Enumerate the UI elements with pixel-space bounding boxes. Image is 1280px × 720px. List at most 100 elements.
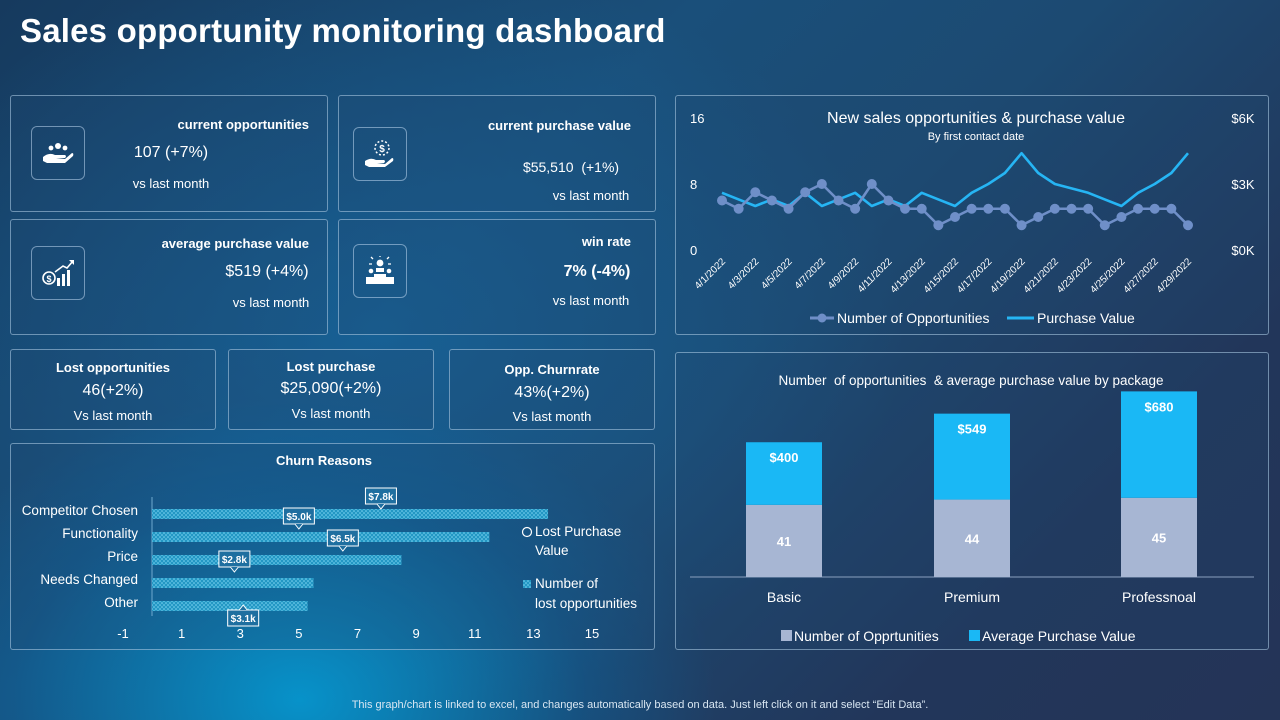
kpi-lost-opportunities[interactable]: Lost opportunities 46(+2%) Vs last month	[10, 349, 216, 430]
footer-note: This graph/chart is linked to excel, and…	[351, 699, 929, 711]
x-axis-tick: 4/15/2022	[922, 256, 962, 296]
legend-opportunities: Number of Opportunities	[837, 310, 990, 326]
kpi-value: $25,090(+2%)	[280, 380, 382, 397]
package-bar-panel[interactable]: Number of opportunities & average purcha…	[675, 352, 1269, 650]
x-axis-tick: 4/23/2022	[1055, 256, 1095, 296]
kpi-churnrate[interactable]: Opp. Churnrate 43%(+2%) Vs last month	[449, 349, 655, 430]
category-label: Premium	[944, 589, 1000, 605]
kpi-label: Lost purchase	[286, 359, 376, 374]
kpi-sub: vs last month	[132, 176, 210, 191]
x-axis-tick: 3	[237, 626, 244, 641]
kpi-value: $519 (+4%)	[225, 263, 309, 280]
bar-number-opportunities	[934, 499, 1010, 577]
dollar-glyph: $	[46, 274, 51, 284]
bar-lost-opportunities	[152, 601, 308, 611]
legend-line: Number of	[535, 576, 598, 591]
bar-value-label: $680	[1145, 399, 1174, 414]
bar-number-opportunities	[746, 504, 822, 577]
kpi-sub: Vs last month	[291, 406, 371, 421]
bar-average-purchase-value	[1121, 391, 1197, 498]
lost-purchase-value-label: $6.5k	[330, 534, 355, 545]
package-bar-chart[interactable]: Number of opportunities & average purcha…	[676, 353, 1270, 651]
bar-lost-opportunities	[152, 578, 314, 588]
bar-average-purchase-value	[934, 413, 1010, 500]
opportunity-point	[1166, 203, 1177, 214]
x-axis-tick: 4/25/2022	[1088, 256, 1128, 296]
category-label: Other	[104, 595, 138, 610]
callout-pointer	[376, 503, 386, 510]
opportunity-point	[916, 203, 927, 214]
opportunity-point	[717, 195, 727, 206]
purchase-value-line	[721, 151, 1189, 208]
bar-count-label: 41	[777, 534, 791, 549]
opportunity-point	[1099, 220, 1110, 231]
kpi-win-rate[interactable]: win rate 7% (-4%) vs last month	[338, 219, 656, 335]
bar-lost-opportunities	[152, 555, 402, 565]
x-axis-tick: 4/19/2022	[988, 256, 1028, 296]
kpi-sub: Vs last month	[73, 408, 153, 423]
kpi-average-purchase-value[interactable]: $ average purchase value $519 (+4%) vs l…	[10, 219, 328, 335]
kpi-sub: vs last month	[552, 293, 630, 308]
lost-purchase-value-label: $7.8k	[368, 492, 393, 503]
legend-marker-average-purchase-value	[969, 630, 980, 641]
kpi-current-opportunities[interactable]: current opportunities 107 (+7%) vs last …	[10, 95, 328, 212]
bar-average-purchase-value	[746, 442, 822, 505]
opportunity-point	[850, 203, 861, 214]
legend-lost-opportunities: Number of lost opportunities	[535, 576, 637, 611]
opportunity-point	[1066, 203, 1077, 214]
lost-purchase-value-label: $2.8k	[222, 555, 247, 566]
x-axis-tick: 5	[295, 626, 302, 641]
opportunities-line-chart[interactable]: New sales opportunities & purchase value…	[676, 96, 1270, 336]
callout-pointer	[238, 604, 248, 611]
left-axis-tick: 8	[690, 177, 697, 192]
x-axis-tick: 4/13/2022	[889, 256, 929, 296]
opportunity-point	[1116, 212, 1127, 222]
opportunity-point	[800, 187, 811, 198]
bar-chart-title: Number of opportunities & average purcha…	[779, 373, 1164, 388]
hands-people-icon	[31, 126, 85, 180]
opportunity-point	[983, 203, 994, 214]
kpi-sub: vs last month	[552, 188, 630, 203]
lost-purchase-value-label: $5.0k	[286, 512, 311, 523]
right-axis-tick: $0K	[1231, 243, 1254, 258]
kpi-label: current opportunities	[177, 117, 309, 132]
opportunity-point	[999, 203, 1010, 214]
legend-marker-number-opportunities	[781, 630, 792, 641]
opportunities-line-panel[interactable]: New sales opportunities & purchase value…	[675, 95, 1269, 335]
kpi-value: 107 (+7%)	[133, 144, 209, 161]
winner-podium-icon	[353, 244, 407, 298]
opportunity-point	[866, 179, 877, 189]
line-chart-subtitle: By first contact date	[928, 131, 1025, 143]
legend-number-opportunities: Number of Opprtunities	[794, 628, 939, 644]
bar-value-label: $549	[958, 422, 987, 437]
hand-money-icon: $	[353, 127, 407, 181]
callout-pointer	[229, 566, 239, 573]
opportunity-point	[966, 203, 977, 214]
kpi-label: Opp. Churnrate	[504, 362, 600, 377]
churn-reasons-panel[interactable]: Churn Reasons -1 1 3 5 7 9 11 13 15 Competitor Ch…	[10, 443, 655, 650]
left-axis-tick: 16	[690, 111, 704, 126]
x-axis-tick: 4/7/2022	[793, 256, 829, 292]
kpi-current-purchase-value[interactable]: $ current purchase value $55,510 (+1%) v…	[338, 95, 656, 212]
x-axis-tick: 4/1/2022	[693, 256, 729, 292]
kpi-label: current purchase value	[487, 118, 631, 133]
opportunity-point	[783, 203, 794, 214]
opportunity-point	[933, 220, 944, 231]
legend-line: Value	[535, 543, 569, 558]
x-axis-tick: 4/17/2022	[955, 256, 995, 296]
left-axis-tick: 0	[690, 243, 697, 258]
line-chart-title: New sales opportunities & purchase value	[827, 110, 1125, 127]
x-axis-tick: 4/27/2022	[1122, 256, 1162, 296]
category-label: Competitor Chosen	[22, 503, 138, 518]
x-axis-tick: 13	[526, 626, 540, 641]
x-axis-tick: 1	[178, 626, 185, 641]
x-axis-tick: 4/21/2022	[1022, 256, 1062, 296]
opportunity-point	[1049, 203, 1060, 214]
opportunity-point	[1149, 203, 1160, 214]
kpi-value: 46(+2%)	[82, 382, 144, 399]
x-axis-tick: 7	[354, 626, 361, 641]
money-growth-icon: $	[31, 246, 85, 300]
kpi-lost-purchase[interactable]: Lost purchase $25,090(+2%) Vs last month	[228, 349, 434, 430]
bar-count-label: 44	[965, 531, 980, 546]
